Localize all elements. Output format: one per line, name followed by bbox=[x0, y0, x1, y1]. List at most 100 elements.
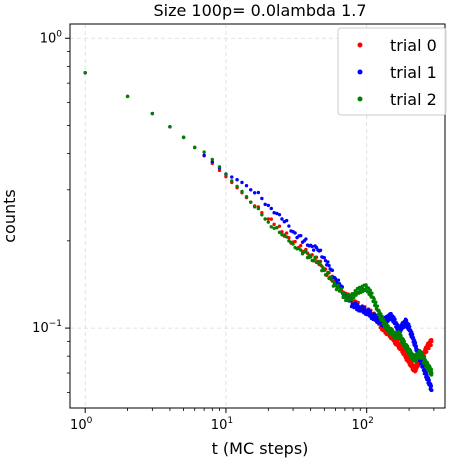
data-point bbox=[235, 184, 239, 189]
legend-box bbox=[337, 27, 447, 116]
data-point bbox=[275, 211, 279, 216]
data-point bbox=[425, 349, 429, 354]
x-tick-exponent: 2 bbox=[368, 416, 374, 426]
data-point bbox=[249, 200, 253, 204]
x-tick-base: 10 bbox=[211, 418, 228, 433]
x-tick-exponent: 1 bbox=[227, 416, 233, 426]
data-point bbox=[260, 213, 264, 217]
data-point bbox=[272, 226, 276, 230]
data-point bbox=[299, 243, 303, 248]
x-axis-label: t (MC steps) bbox=[212, 439, 309, 458]
data-point bbox=[339, 287, 343, 291]
data-point bbox=[393, 317, 397, 322]
data-point bbox=[269, 225, 273, 229]
data-point bbox=[252, 191, 257, 195]
data-point bbox=[299, 248, 303, 252]
data-point bbox=[379, 312, 383, 316]
legend-marker bbox=[357, 96, 363, 102]
legend-label: trial 2 bbox=[390, 90, 437, 109]
data-point bbox=[202, 150, 206, 154]
data-point bbox=[313, 255, 317, 260]
y-tick-label: 10−1 bbox=[32, 319, 62, 336]
data-point bbox=[277, 230, 282, 235]
y-tick-base: 10 bbox=[32, 321, 49, 336]
data-point bbox=[263, 202, 267, 207]
data-point bbox=[277, 212, 282, 217]
legend-marker bbox=[357, 69, 363, 75]
data-point bbox=[256, 206, 261, 211]
data-point bbox=[410, 332, 415, 337]
data-point bbox=[317, 260, 321, 264]
data-point bbox=[326, 260, 330, 264]
data-point bbox=[329, 275, 333, 280]
data-point bbox=[430, 339, 434, 344]
data-point bbox=[429, 343, 433, 347]
data-point bbox=[336, 278, 341, 282]
plot-frame bbox=[69, 23, 446, 409]
data-point bbox=[291, 242, 295, 246]
data-point bbox=[318, 263, 323, 267]
legend-marker bbox=[357, 42, 363, 48]
data-point bbox=[429, 367, 434, 372]
data-point bbox=[304, 237, 308, 241]
data-point bbox=[344, 298, 348, 303]
data-point bbox=[293, 239, 297, 244]
y-tick-label: 100 bbox=[40, 29, 63, 46]
data-point bbox=[299, 233, 303, 238]
data-point bbox=[249, 188, 253, 192]
data-point bbox=[430, 371, 434, 375]
data-point bbox=[414, 344, 418, 348]
data-point bbox=[352, 295, 356, 300]
data-point bbox=[240, 189, 244, 194]
data-point bbox=[407, 356, 411, 360]
data-point bbox=[404, 318, 409, 323]
series-trial-2 bbox=[83, 71, 434, 377]
data-point bbox=[266, 203, 271, 208]
data-point bbox=[374, 300, 378, 304]
data-point bbox=[308, 255, 313, 259]
data-point bbox=[413, 341, 418, 345]
x-tick-label: 102 bbox=[352, 416, 374, 433]
data-point bbox=[244, 195, 249, 199]
data-point bbox=[284, 218, 289, 223]
data-point bbox=[150, 111, 155, 116]
data-point bbox=[368, 309, 372, 314]
data-point bbox=[287, 224, 291, 228]
data-point bbox=[210, 160, 215, 164]
x-tick-label: 100 bbox=[70, 416, 93, 433]
data-point bbox=[168, 125, 172, 129]
data-point bbox=[263, 217, 267, 221]
data-point bbox=[235, 178, 239, 182]
data-point bbox=[322, 255, 327, 260]
x-tick-exponent: 0 bbox=[87, 416, 93, 426]
data-point bbox=[224, 173, 228, 177]
x-tick-label: 101 bbox=[211, 416, 233, 433]
data-point bbox=[321, 266, 325, 270]
y-tick-base: 10 bbox=[40, 31, 57, 46]
legend: trial 0 trial 1 trial 2 bbox=[337, 27, 447, 116]
data-point bbox=[342, 292, 346, 296]
y-axis-label: counts bbox=[0, 189, 19, 242]
data-point bbox=[407, 324, 412, 329]
data-point bbox=[277, 224, 282, 228]
data-point bbox=[326, 270, 330, 275]
data-point bbox=[364, 283, 368, 287]
data-point bbox=[230, 179, 234, 183]
data-point bbox=[345, 293, 350, 298]
data-point bbox=[210, 157, 215, 162]
data-point bbox=[217, 165, 222, 169]
data-point bbox=[230, 175, 234, 179]
data-point bbox=[332, 281, 337, 285]
data-point bbox=[269, 206, 273, 211]
data-point bbox=[322, 268, 327, 273]
data-point bbox=[333, 284, 338, 288]
legend-label: trial 0 bbox=[390, 36, 437, 55]
data-point bbox=[282, 233, 287, 237]
data-point bbox=[333, 277, 338, 281]
data-point bbox=[269, 217, 273, 221]
x-tick-base: 10 bbox=[70, 418, 87, 433]
data-point bbox=[272, 211, 276, 215]
data-point bbox=[398, 331, 402, 335]
